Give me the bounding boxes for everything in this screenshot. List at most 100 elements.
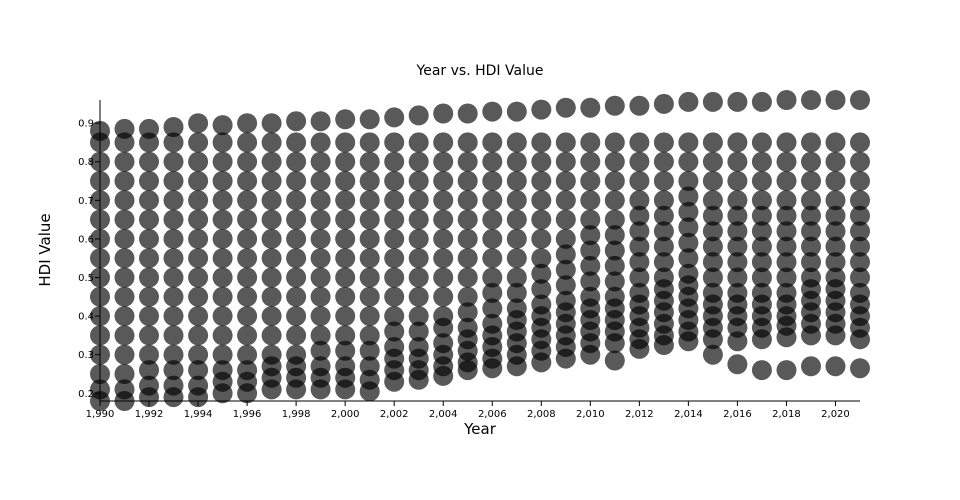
data-point [433, 103, 454, 124]
y-axis-ticks: 0.2 0.3 0.4 0.5 0.6 0.7 0.8 0.9 [78, 119, 100, 400]
data-point [359, 267, 380, 288]
data-point [727, 252, 748, 273]
data-point [335, 286, 356, 307]
data-point [531, 228, 552, 249]
data-point [776, 267, 797, 288]
data-point [261, 132, 282, 153]
data-point [776, 236, 797, 257]
data-point [433, 267, 454, 288]
data-point [261, 113, 282, 134]
data-point [506, 298, 527, 319]
data-point [801, 171, 821, 191]
data-point [310, 306, 331, 327]
data-point [580, 209, 601, 230]
data-point [310, 286, 331, 307]
data-point [359, 209, 380, 230]
data-point [506, 282, 527, 303]
data-point [629, 205, 650, 226]
data-point [237, 228, 258, 249]
data-point [604, 286, 625, 307]
data-point [114, 228, 135, 249]
data-point [580, 255, 601, 276]
data-point [408, 228, 429, 249]
data-point [163, 306, 184, 327]
data-point [580, 132, 601, 153]
data-point [188, 267, 209, 288]
data-point [629, 236, 650, 257]
data-point [335, 306, 356, 327]
data-point [188, 306, 209, 327]
data-point [457, 132, 478, 153]
data-point [114, 118, 135, 139]
data-point [482, 209, 503, 230]
data-point [727, 221, 748, 242]
data-point [408, 209, 429, 230]
x-tick-label: 2,018 [772, 409, 801, 420]
data-point [139, 360, 159, 381]
data-point [457, 267, 478, 288]
data-point [555, 171, 576, 191]
data-point [384, 107, 405, 128]
data-point [727, 267, 748, 288]
data-point [702, 282, 723, 303]
data-point [139, 151, 159, 172]
data-point [114, 209, 135, 230]
data-point [850, 132, 870, 153]
x-tick-label: 1,998 [282, 409, 311, 420]
data-point [604, 171, 625, 191]
data-point [114, 267, 135, 288]
data-point [653, 132, 674, 153]
data-point [384, 286, 405, 307]
data-point [335, 171, 356, 191]
data-point [310, 111, 331, 132]
data-point [702, 344, 723, 365]
data-point [776, 221, 797, 242]
data-point [212, 306, 233, 327]
data-point [188, 286, 209, 307]
data-point [825, 205, 846, 226]
data-point [604, 132, 625, 153]
data-point [261, 209, 282, 230]
data-point [163, 228, 184, 249]
y-tick-label: 0.9 [78, 119, 94, 130]
data-point [580, 240, 601, 261]
data-point [850, 252, 870, 273]
data-point [114, 364, 135, 384]
data-point [727, 132, 748, 153]
data-point [310, 132, 331, 153]
data-point [261, 344, 282, 365]
data-point [188, 209, 209, 230]
data-point [531, 294, 552, 315]
data-point [433, 306, 454, 327]
data-point [482, 132, 503, 153]
y-axis-title: HDI Value [36, 213, 54, 286]
data-point [384, 321, 405, 342]
x-tick-label: 1,994 [184, 409, 213, 420]
data-point [408, 151, 429, 172]
y-tick-label: 0.6 [78, 234, 94, 245]
data-point [188, 132, 209, 153]
data-point [359, 228, 380, 249]
data-point [850, 205, 870, 226]
x-tick-label: 2,014 [674, 409, 703, 420]
data-point [114, 379, 135, 400]
data-point [310, 190, 331, 211]
data-point [212, 267, 233, 288]
data-point [261, 306, 282, 327]
data-point [850, 90, 870, 110]
data-point [531, 263, 552, 284]
data-point [188, 190, 209, 211]
data-point [384, 132, 405, 153]
data-point [580, 171, 601, 191]
data-point [335, 356, 356, 377]
data-point [212, 344, 233, 365]
data-point [506, 151, 527, 172]
data-point [384, 190, 405, 211]
data-point [751, 171, 772, 191]
data-point [825, 252, 846, 273]
data-point [335, 109, 356, 130]
data-point [433, 151, 454, 172]
data-point [776, 360, 797, 381]
data-point [408, 248, 429, 269]
data-point [604, 151, 625, 172]
